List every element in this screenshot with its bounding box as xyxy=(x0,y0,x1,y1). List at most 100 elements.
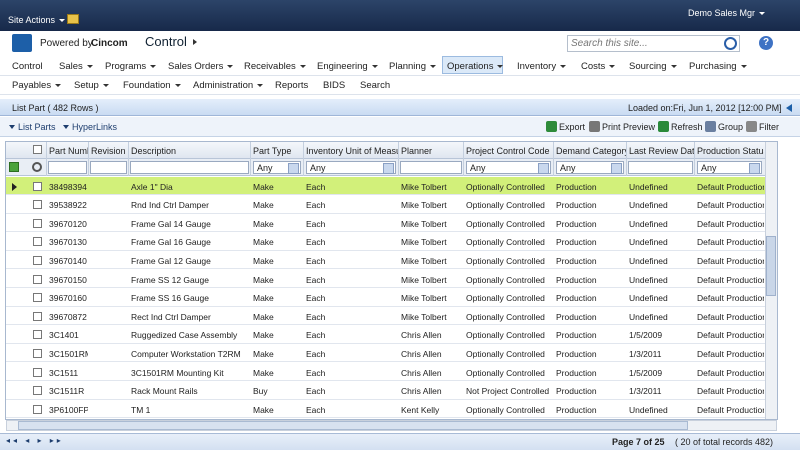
nav-item[interactable]: Search xyxy=(360,80,391,91)
toolbar-menu[interactable]: List Parts xyxy=(18,122,56,132)
nav-item[interactable]: Inventory xyxy=(517,61,566,72)
row-checkbox[interactable] xyxy=(33,218,42,228)
cell: Ruggedized Case Assembly xyxy=(131,330,238,341)
row-checkbox[interactable] xyxy=(33,386,42,396)
filter-input[interactable] xyxy=(628,161,693,174)
nav-item[interactable]: Payables xyxy=(12,80,61,91)
toolbar-button[interactable]: Refresh xyxy=(671,122,703,132)
row-checkbox[interactable] xyxy=(33,367,42,377)
row-checkbox[interactable] xyxy=(33,293,42,303)
cell: Default Production xyxy=(697,237,764,248)
nav-item[interactable]: Purchasing xyxy=(689,61,747,72)
column-header[interactable]: Part Type xyxy=(253,146,292,156)
nav-item[interactable]: BIDS xyxy=(323,80,346,91)
grid-row[interactable] xyxy=(6,343,765,363)
toolbar-icon[interactable] xyxy=(705,121,716,132)
site-title[interactable]: Control xyxy=(145,34,187,49)
grid-row[interactable] xyxy=(6,269,765,289)
header-checkbox[interactable] xyxy=(33,145,42,154)
add-filter-icon[interactable] xyxy=(9,162,19,172)
row-indicator xyxy=(12,182,17,191)
toolbar-button[interactable]: Print Preview xyxy=(602,122,656,132)
column-header[interactable]: Description xyxy=(131,146,177,156)
grid-row[interactable] xyxy=(6,325,765,344)
column-header[interactable]: Planner xyxy=(401,146,433,156)
row-checkbox[interactable] xyxy=(33,237,42,247)
column-header[interactable]: Last Review Date xyxy=(629,146,694,156)
site-actions[interactable]: Site Actions xyxy=(8,15,65,25)
toolbar-button[interactable]: Export xyxy=(559,122,586,132)
grid-row[interactable] xyxy=(6,381,765,400)
nav-item[interactable]: Sales xyxy=(59,61,93,72)
toolbar-button[interactable]: Group xyxy=(718,122,744,132)
grid-row[interactable] xyxy=(6,362,765,382)
search-box[interactable] xyxy=(567,35,740,52)
row-checkbox[interactable] xyxy=(33,255,42,265)
row-checkbox[interactable] xyxy=(33,200,42,210)
nav-item[interactable]: Reports xyxy=(275,80,309,91)
cell: Default Production xyxy=(697,386,764,397)
nav-item[interactable]: Costs xyxy=(581,61,615,72)
grid-row[interactable] xyxy=(6,195,765,214)
cell: 1/5/2009 xyxy=(629,367,663,378)
column-header[interactable]: Revision xyxy=(91,146,126,156)
filter-dropdown[interactable]: Any xyxy=(556,161,624,174)
column-header[interactable]: Demand Category xyxy=(556,146,626,156)
filter-dropdown[interactable]: Any xyxy=(306,161,396,174)
grid-row[interactable] xyxy=(6,250,765,270)
toolbar-icon[interactable] xyxy=(658,121,669,132)
filter-input[interactable] xyxy=(400,161,462,174)
nav-item[interactable]: Engineering xyxy=(317,61,378,72)
row-checkbox[interactable] xyxy=(33,181,42,191)
refresh-icon[interactable] xyxy=(32,162,42,172)
column-header[interactable]: Project Control Code xyxy=(466,146,550,156)
list-title: List Part ( 482 Rows ) xyxy=(12,103,99,113)
column-header[interactable]: Inventory Unit of Measure xyxy=(306,146,398,156)
nav-item[interactable]: Planning xyxy=(389,61,436,72)
toolbar-icon[interactable] xyxy=(546,121,557,132)
toolbar-menu[interactable]: HyperLinks xyxy=(72,122,118,132)
grid-row[interactable] xyxy=(6,232,765,251)
grid-row[interactable] xyxy=(6,288,765,307)
cell: Default Production xyxy=(697,200,764,211)
grid-row[interactable] xyxy=(6,306,765,326)
nav-item[interactable]: Receivables xyxy=(244,61,306,72)
help-button[interactable]: ? xyxy=(759,36,773,50)
nav-item[interactable]: Administration xyxy=(193,80,263,91)
row-checkbox[interactable] xyxy=(33,404,42,414)
filter-dropdown[interactable]: Any xyxy=(253,161,301,174)
filter-input[interactable] xyxy=(48,161,87,174)
scroll-thumb[interactable] xyxy=(766,236,776,296)
row-checkbox[interactable] xyxy=(33,311,42,321)
cell: Chris Allen xyxy=(401,348,442,359)
row-checkbox[interactable] xyxy=(33,348,42,358)
filter-input[interactable] xyxy=(130,161,249,174)
nav-item[interactable]: Programs xyxy=(105,61,156,72)
row-checkbox[interactable] xyxy=(33,330,42,340)
row-checkbox[interactable] xyxy=(33,274,42,284)
nav-item[interactable]: Control xyxy=(12,61,43,72)
toolbar-icon[interactable] xyxy=(746,121,757,132)
nav-item[interactable]: Foundation xyxy=(123,80,181,91)
column-header[interactable]: Production Status xyxy=(697,146,764,156)
column-header[interactable]: Part Numbe xyxy=(49,146,88,156)
nav-item[interactable]: Sales Orders xyxy=(168,61,233,72)
toolbar-icon[interactable] xyxy=(589,121,600,132)
cell: Make xyxy=(253,404,274,415)
toolbar-button[interactable]: Filter xyxy=(759,122,779,132)
search-button[interactable] xyxy=(724,37,737,50)
pager-controls[interactable]: ◂◂ ◂ ▸ ▸▸ xyxy=(6,436,64,445)
nav-item[interactable]: Sourcing xyxy=(629,61,677,72)
filter-dropdown[interactable]: Any xyxy=(466,161,551,174)
hscroll-thumb[interactable] xyxy=(18,421,688,430)
collapse-icon[interactable] xyxy=(786,104,792,112)
nav-item[interactable]: Setup xyxy=(74,80,109,91)
grid-row[interactable] xyxy=(6,176,765,196)
folder-icon[interactable] xyxy=(67,14,79,24)
grid-row[interactable] xyxy=(6,213,765,233)
user-menu[interactable]: Demo Sales Mgr xyxy=(688,8,765,18)
nav-item[interactable]: Operations xyxy=(447,61,503,72)
filter-dropdown[interactable]: Any xyxy=(697,161,762,174)
filter-input[interactable] xyxy=(90,161,127,174)
grid-row[interactable] xyxy=(6,399,765,419)
